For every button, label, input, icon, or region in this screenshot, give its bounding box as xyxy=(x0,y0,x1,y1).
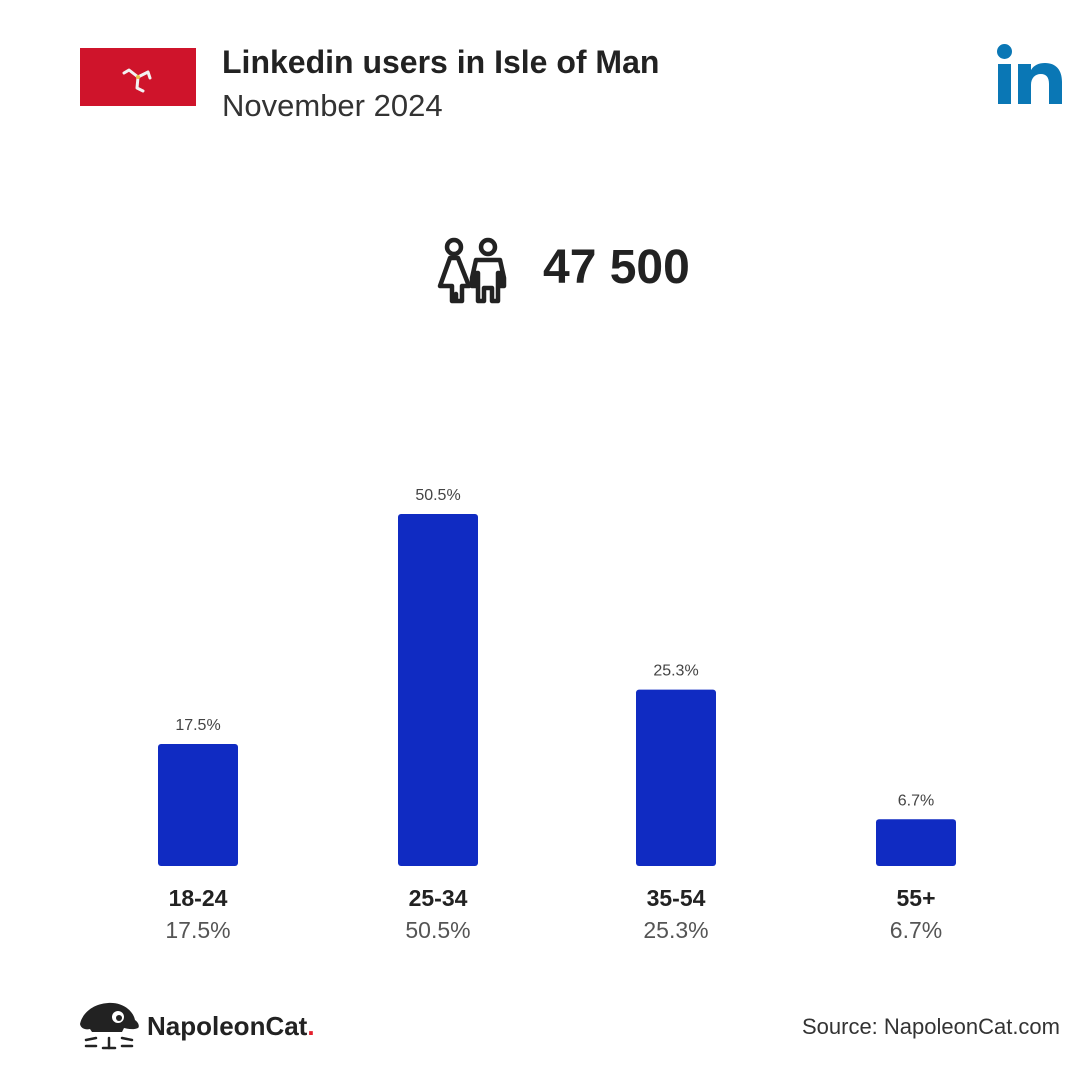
bar-value-label: 50.5% xyxy=(415,487,460,504)
category-percent-label: 17.5% xyxy=(165,917,230,943)
brand-dot: . xyxy=(307,1011,315,1041)
napoleoncat-logo-icon xyxy=(80,1002,139,1050)
bar-25-34 xyxy=(398,514,478,866)
category-percent-label: 50.5% xyxy=(405,917,470,943)
brand-name: NapoleonCat. xyxy=(147,1011,315,1042)
bar-18-24 xyxy=(158,744,238,866)
age-distribution-chart: 17.5% 18-24 17.5% 50.5% 25-34 50.5% 25.3% 35-54… xyxy=(158,487,956,943)
bar-value-label: 17.5% xyxy=(175,717,220,734)
category-percent-label: 6.7% xyxy=(890,917,942,943)
bar-value-label: 25.3% xyxy=(653,663,698,680)
linkedin-logo-icon xyxy=(997,44,1062,104)
category-label: 25-34 xyxy=(409,885,468,911)
category-percent-label: 25.3% xyxy=(643,917,708,943)
page-title: Linkedin users in Isle of Man xyxy=(222,44,660,80)
category-label: 35-54 xyxy=(647,885,706,911)
isle-of-man-flag-icon xyxy=(80,48,196,106)
page-subtitle: November 2024 xyxy=(222,88,443,123)
bar-55+ xyxy=(876,819,956,866)
users-icon xyxy=(437,237,507,304)
bar-35-54 xyxy=(636,689,716,866)
total-users-count: 47 500 xyxy=(543,241,690,294)
bar-value-label: 6.7% xyxy=(898,792,934,809)
category-label: 55+ xyxy=(896,885,935,911)
category-label: 18-24 xyxy=(169,885,228,911)
source-label: Source: NapoleonCat.com xyxy=(801,1014,1060,1039)
brand-name-text: NapoleonCat xyxy=(147,1011,308,1041)
